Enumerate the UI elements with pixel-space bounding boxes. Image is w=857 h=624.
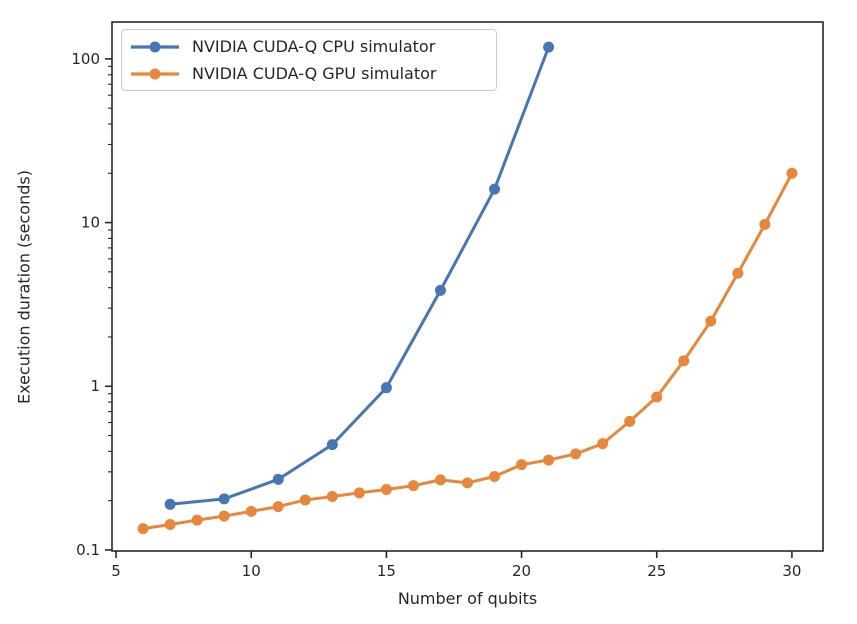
y-tick-label: 100 <box>71 50 100 68</box>
legend-item-gpu: NVIDIA CUDA-Q GPU simulator <box>130 61 488 87</box>
y-tick-label: 1 <box>90 377 100 395</box>
data-point <box>272 473 284 485</box>
data-point <box>759 218 771 230</box>
data-point <box>651 391 663 403</box>
data-point <box>489 183 501 195</box>
data-point <box>326 491 338 503</box>
data-point <box>191 514 203 526</box>
data-point <box>543 454 555 466</box>
x-tick-label: 5 <box>111 562 121 580</box>
y-tick-label: 10 <box>81 214 100 232</box>
data-point <box>543 41 555 53</box>
data-point <box>678 355 690 367</box>
data-point <box>570 448 582 460</box>
y-tick-label: 0.1 <box>76 541 100 559</box>
data-point <box>218 493 230 505</box>
data-point <box>218 510 230 522</box>
plot-border <box>111 21 824 552</box>
data-point <box>624 415 636 427</box>
data-point <box>434 474 446 486</box>
data-point <box>462 477 473 489</box>
data-point <box>380 483 392 495</box>
legend-line-marker-icon <box>131 68 179 79</box>
series-line-0 <box>168 45 551 506</box>
series-line-1 <box>141 171 794 531</box>
legend-label-gpu: NVIDIA CUDA-Q GPU simulator <box>192 64 437 83</box>
data-point <box>164 518 176 530</box>
data-point <box>137 523 149 535</box>
data-point <box>272 501 284 513</box>
x-tick-label: 20 <box>512 562 531 580</box>
data-point <box>597 438 609 450</box>
legend-line-marker-icon <box>131 41 179 52</box>
data-point <box>732 267 744 279</box>
x-tick-label: 25 <box>647 562 666 580</box>
data-point <box>489 470 501 482</box>
legend: NVIDIA CUDA-Q CPU simulator NVIDIA CUDA-… <box>121 29 497 91</box>
y-axis-title: Execution duration (seconds) <box>14 170 34 404</box>
data-point <box>786 167 798 179</box>
data-point <box>299 494 311 506</box>
x-axis-title: Number of qubits <box>397 589 538 608</box>
data-point <box>705 315 717 327</box>
data-point <box>164 498 176 510</box>
data-point <box>434 284 446 296</box>
data-point <box>326 439 338 451</box>
x-tick-label: 15 <box>377 562 396 580</box>
x-tick-label: 10 <box>242 562 261 580</box>
data-point <box>380 382 392 394</box>
data-point <box>407 480 419 492</box>
x-tick-label: 30 <box>782 562 801 580</box>
legend-label-cpu: NVIDIA CUDA-Q CPU simulator <box>192 37 436 56</box>
legend-item-cpu: NVIDIA CUDA-Q CPU simulator <box>130 34 488 60</box>
data-point <box>516 459 528 471</box>
data-point <box>245 505 257 517</box>
data-point <box>353 487 365 499</box>
